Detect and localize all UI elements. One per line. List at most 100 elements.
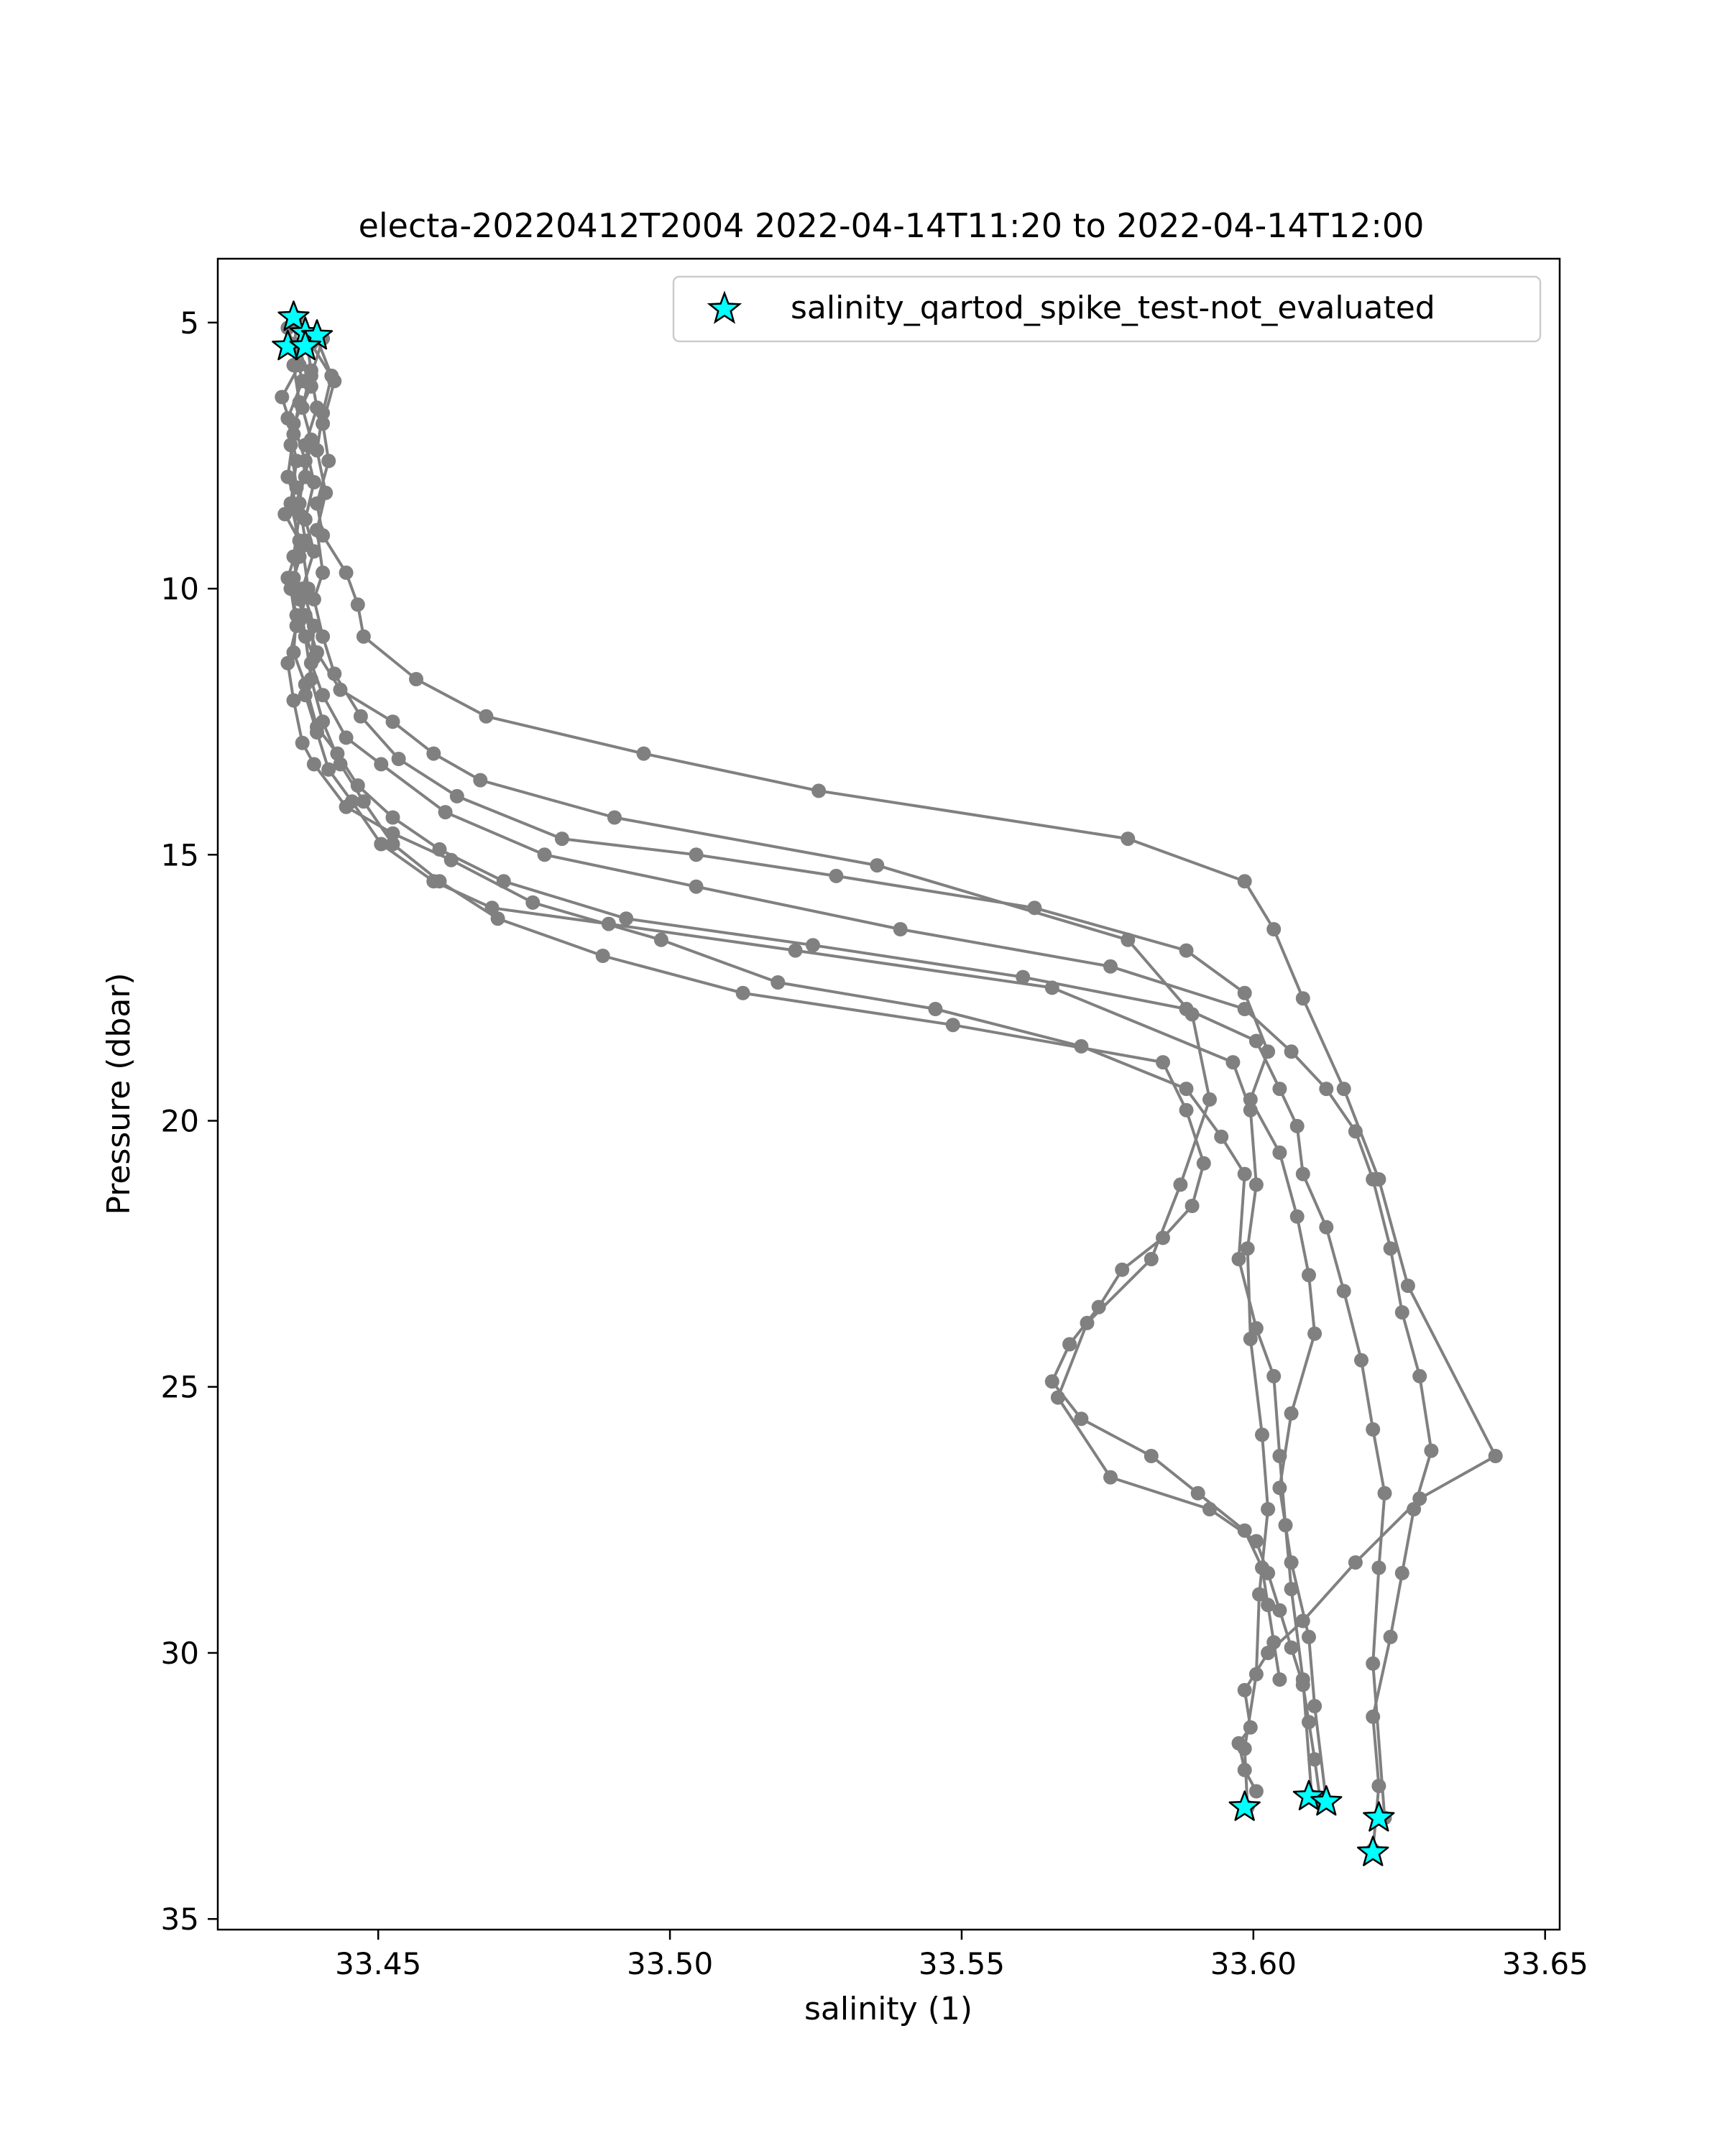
profile-4-point [1371, 1560, 1386, 1575]
profile-6-point [316, 528, 331, 543]
profile-6-point [1295, 1613, 1310, 1628]
profile-8-point [1295, 1677, 1310, 1692]
profile-2-point [653, 932, 668, 947]
profile-5-point [1394, 1305, 1409, 1320]
profile-6-point [1488, 1449, 1503, 1463]
profile-5-point [1424, 1443, 1439, 1458]
profile-6-point [811, 783, 827, 798]
profile-7-point [303, 672, 318, 686]
y-tick-label: 15 [161, 837, 199, 872]
profile-8-point [298, 533, 313, 548]
profile-4-point [1295, 1166, 1310, 1181]
x-tick-label: 33.60 [1210, 1946, 1297, 1981]
profile-3-point [316, 565, 331, 580]
profile-8-point [1080, 1315, 1095, 1330]
x-axis-ticks: 33.45 33.50 33.55 33.60 33.65 [335, 1930, 1588, 1981]
profile-2-point [286, 693, 301, 708]
profile-2-point [928, 1002, 943, 1016]
profile-3-point [554, 831, 569, 847]
profile-1-point [1261, 1502, 1276, 1516]
profile-6-point [1371, 1172, 1386, 1187]
profile-6-point [1231, 1736, 1246, 1751]
profile-5-point [339, 730, 354, 745]
flagged-star-point [1228, 1790, 1261, 1821]
profile-7-point [1044, 1374, 1059, 1389]
profile-8-point [1202, 1502, 1217, 1516]
profile-5-point [374, 757, 389, 772]
profile-8-point [607, 810, 622, 825]
profile-7-point [490, 911, 505, 926]
profile-8-point [1307, 1752, 1322, 1767]
flagged-star-point [1357, 1835, 1389, 1866]
profile-7-point [1184, 1199, 1200, 1213]
profile-1-point [374, 837, 389, 852]
profile-4-point [286, 645, 301, 660]
profile-6-point [350, 597, 365, 612]
profile-4-point [1272, 1082, 1287, 1097]
profile-3-point [449, 788, 464, 803]
y-tick-label: 25 [161, 1370, 199, 1405]
profile-7-point [316, 714, 331, 729]
x-tick-label: 33.55 [919, 1946, 1005, 1981]
profile-4-point [1366, 1422, 1381, 1437]
profile-7-point [432, 874, 447, 889]
profile-2-point [1231, 1252, 1246, 1266]
profile-4-point [1377, 1485, 1392, 1501]
profile-4-point [496, 874, 511, 889]
profile-4-point [1319, 1220, 1334, 1235]
profile-8-point [1050, 1390, 1065, 1405]
profile-2-point [339, 799, 354, 814]
profile-7-point [1144, 1449, 1159, 1463]
profile-4-point [1354, 1353, 1368, 1368]
y-axis-ticks: 5 10 15 20 25 30 35 [161, 305, 218, 1937]
profile-7-point [1062, 1337, 1077, 1352]
profile-8-point [1261, 1565, 1276, 1580]
profile-6-point [1237, 1682, 1252, 1697]
profile-3-point [1307, 1326, 1322, 1341]
flagged-star-point [1363, 1801, 1395, 1832]
profile-5-point [1394, 1565, 1409, 1580]
profile-7-point [280, 469, 295, 484]
profile-8-point [286, 571, 301, 586]
profile-4-point [432, 842, 447, 857]
profile-3-point [829, 868, 844, 883]
profile-7-point [1156, 1055, 1170, 1070]
profile-5-point [1383, 1629, 1398, 1644]
profile-7-point [1261, 1598, 1276, 1613]
profile-4-point [1248, 1033, 1264, 1049]
profile-7-point [356, 794, 371, 809]
profile-8-point [333, 682, 348, 697]
profile-6-point [1261, 1646, 1276, 1660]
profile-2-point [525, 895, 540, 910]
profile-1-point [788, 943, 803, 958]
profile-8-point [1121, 932, 1136, 947]
profile-6-point [479, 709, 494, 724]
profile-3-point [353, 709, 368, 724]
profile-6-point [1121, 831, 1136, 847]
y-tick-label: 5 [180, 305, 199, 341]
profile-8-point [385, 714, 400, 729]
profile-4-point [806, 938, 820, 953]
profile-8-point [298, 453, 313, 469]
profile-6-point [1295, 991, 1310, 1006]
profile-3-point [1302, 1629, 1316, 1644]
profile-7-point [595, 949, 610, 963]
profile-8-point [298, 608, 313, 623]
profile-3-point [1307, 1699, 1322, 1713]
profile-1-point [1243, 1332, 1258, 1347]
profile-8-point [1248, 1534, 1264, 1549]
x-tick-label: 33.45 [335, 1946, 421, 1981]
y-tick-label: 35 [161, 1902, 199, 1937]
legend-box [672, 275, 1542, 343]
profile-2-point [1284, 1582, 1299, 1597]
y-tick-label: 20 [161, 1104, 199, 1139]
profile-6-point [310, 496, 324, 511]
profile-2-point [1248, 1321, 1264, 1336]
profile-3-point [1243, 1092, 1258, 1107]
profile-6-point [339, 565, 354, 580]
profile-6-point [1237, 874, 1252, 889]
profile-6-point [1412, 1491, 1427, 1506]
profile-8-point [292, 496, 307, 511]
profile-7-point [1196, 1156, 1211, 1171]
profile-3-point [1284, 1406, 1299, 1421]
